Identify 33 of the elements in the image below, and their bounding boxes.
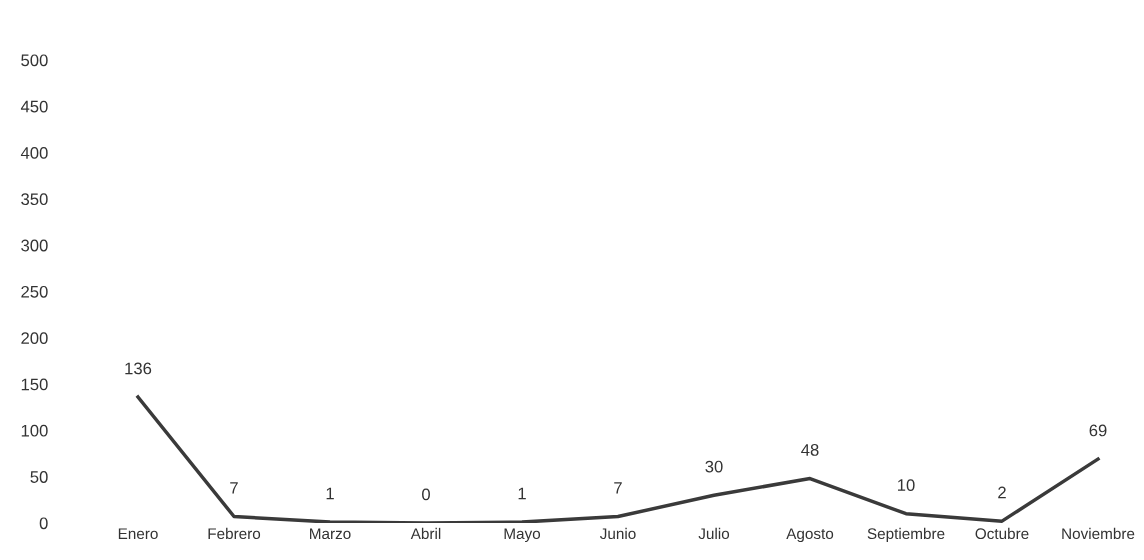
- x-tick-label: Junio: [599, 527, 636, 540]
- x-tick-label: Enero: [118, 528, 158, 540]
- data-label: 1: [518, 487, 526, 500]
- data-label: 2: [998, 486, 1006, 499]
- y-tick-label: 100: [21, 424, 48, 437]
- data-label: 30: [705, 460, 723, 473]
- data-label: 7: [230, 482, 238, 494]
- x-tick-label: Septiembre: [867, 527, 945, 543]
- data-label: 1: [326, 487, 334, 500]
- x-tick-label: Mayo: [504, 528, 541, 543]
- y-tick-label: 300: [21, 239, 48, 252]
- x-tick-label: Noviembre: [1062, 527, 1135, 540]
- y-tick-label: 350: [21, 193, 48, 206]
- data-label: 69: [1089, 424, 1107, 437]
- x-tick-label: Julio: [698, 527, 730, 540]
- y-tick-label: 150: [21, 378, 48, 391]
- y-tick-label: 450: [20, 100, 48, 113]
- data-label: 10: [898, 479, 915, 491]
- y-tick-label: 50: [30, 471, 48, 483]
- y-tick-label: 400: [20, 147, 48, 159]
- x-tick-label: Marzo: [310, 528, 351, 540]
- x-tick-label: Octubre: [975, 527, 1029, 540]
- x-tick-label: Abril: [410, 527, 441, 540]
- data-label: 0: [422, 488, 430, 501]
- data-label: 48: [801, 444, 819, 456]
- y-tick-label: 250: [21, 285, 48, 298]
- data-label: 136: [125, 362, 152, 375]
- x-tick-label: Agosto: [786, 528, 834, 543]
- x-tick-label: Febrero: [208, 527, 261, 540]
- y-tick-label: 0: [39, 517, 48, 530]
- data-label: 7: [614, 482, 622, 494]
- y-tick-label: 500: [21, 54, 48, 67]
- y-tick-label: 200: [21, 332, 48, 344]
